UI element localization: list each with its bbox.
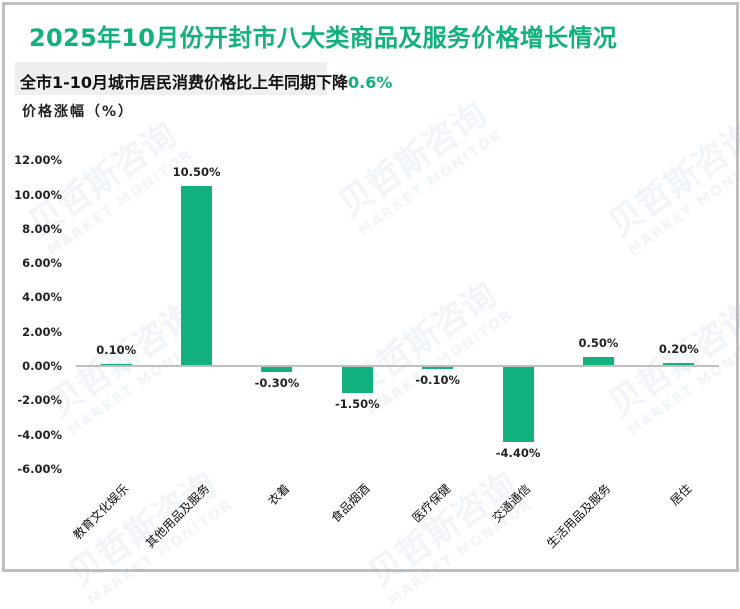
subtitle-box xyxy=(15,62,327,95)
chart-subtitle: 全市1-10月城市居民消费价格比上年同期下降0.6% xyxy=(20,69,392,93)
bar xyxy=(181,186,213,366)
data-label: -4.40% xyxy=(495,446,541,461)
data-label: 0.20% xyxy=(658,341,699,356)
y-tick-label: -2.00% xyxy=(17,393,62,408)
y-tick-label: -6.00% xyxy=(17,461,62,476)
subtitle-text: 全市1-10月城市居民消费价格比上年同期下降 xyxy=(20,73,349,92)
y-tick-label: 4.00% xyxy=(22,290,62,305)
bar xyxy=(341,367,373,393)
bar xyxy=(261,367,293,373)
y-tick-label: 10.00% xyxy=(14,187,62,202)
bar xyxy=(663,362,695,366)
data-label: -1.50% xyxy=(334,396,380,411)
y-tick-label: 8.00% xyxy=(22,221,62,236)
chart-title: 2025年10月份开封市八大类商品及服务价格增长情况 xyxy=(29,24,617,52)
y-tick-label: 6.00% xyxy=(22,256,62,271)
y-tick-label: 12.00% xyxy=(14,153,62,168)
data-label: 0.10% xyxy=(96,343,137,358)
bar xyxy=(502,367,534,443)
y-tick-label: -4.00% xyxy=(17,427,62,442)
y-tick-label: 2.00% xyxy=(22,324,62,339)
x-axis-line xyxy=(76,365,719,367)
subtitle-highlight: 0.6% xyxy=(348,73,393,92)
bar xyxy=(582,357,614,366)
data-label: 10.50% xyxy=(172,165,221,180)
chart-frame xyxy=(2,2,739,572)
y-axis-title: 价格涨幅（%） xyxy=(22,104,135,120)
bar xyxy=(422,367,454,369)
data-label: 0.50% xyxy=(578,336,619,351)
data-label: -0.30% xyxy=(254,376,300,391)
y-tick-label: 0.00% xyxy=(22,359,62,373)
data-label: -0.10% xyxy=(415,372,461,387)
